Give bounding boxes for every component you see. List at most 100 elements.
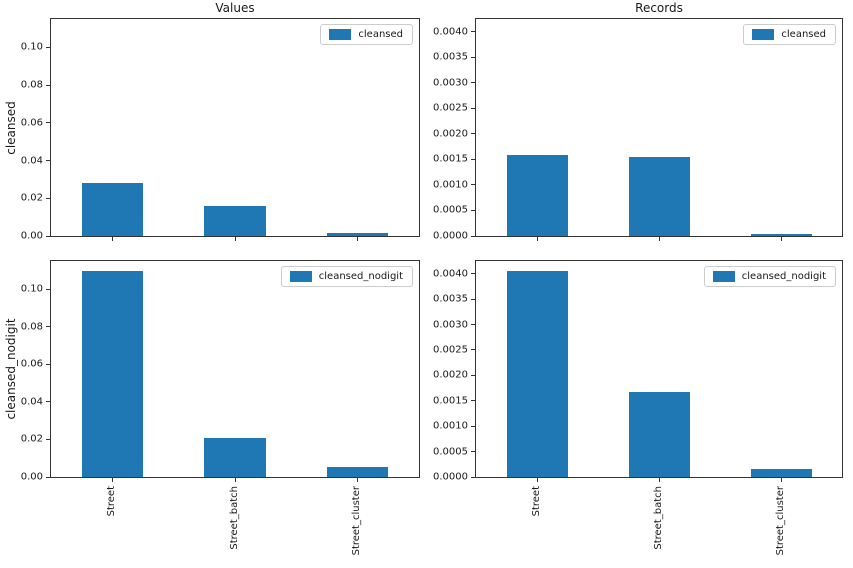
y-tick-label: 0.04: [20, 396, 43, 408]
x-tick-label: Street_cluster: [774, 486, 786, 556]
y-tick-mark: [46, 288, 50, 290]
y-tick-mark: [46, 160, 50, 162]
x-tick-label: Street: [105, 486, 117, 517]
subplot-values-cleansed-nodigit: cleansed_nodigit cleansed_nodigit 0.00 0.…: [4, 260, 420, 555]
bar-street: [81, 183, 143, 236]
subplot-title: Records: [635, 1, 683, 15]
y-tick-mark: [46, 476, 50, 478]
y-tick-label: 0.06: [20, 117, 43, 129]
x-tick-mark: [234, 237, 236, 241]
y-tick-mark: [471, 184, 475, 186]
subplot-records-cleansed: Records cleansed 0.0000 0.0005 0.0010 0.001…: [433, 1, 843, 242]
legend-swatch: [752, 29, 775, 40]
bar-street: [81, 271, 143, 477]
y-tick-mark: [46, 46, 50, 48]
x-tick-mark: [357, 478, 359, 482]
y-tick-mark: [471, 476, 475, 478]
y-tick-label: 0.0020: [433, 128, 468, 140]
bar-street_cluster: [750, 233, 812, 236]
y-tick-mark: [46, 326, 50, 328]
x-tick-mark: [111, 237, 113, 241]
y-tick-label: 0.00: [20, 471, 43, 483]
legend: cleansed: [320, 24, 413, 45]
bar-street_cluster: [750, 469, 812, 477]
x-tick-mark: [780, 237, 782, 241]
y-tick-mark: [471, 56, 475, 58]
y-tick-mark: [46, 363, 50, 365]
x-tick-mark: [234, 478, 236, 482]
y-tick-label: 0.08: [20, 79, 43, 91]
y-tick-label: 0.0040: [433, 268, 468, 280]
y-tick-mark: [471, 235, 475, 237]
bar-street_cluster: [327, 232, 389, 236]
y-tick-mark: [471, 298, 475, 300]
legend: cleansed_nodigit: [280, 266, 413, 287]
y-tick-mark: [471, 425, 475, 427]
x-tick-mark: [357, 237, 359, 241]
legend-swatch: [329, 29, 352, 40]
x-tick-mark: [111, 478, 113, 482]
y-tick-label: 0.0010: [433, 420, 468, 432]
subplot-title: Values: [215, 1, 255, 15]
legend-label: cleansed: [358, 29, 403, 40]
y-tick-label: 0.0035: [433, 293, 468, 305]
y-tick-mark: [471, 133, 475, 135]
y-tick-mark: [471, 451, 475, 453]
y-tick-mark: [46, 84, 50, 86]
y-tick-mark: [471, 349, 475, 351]
legend-label: cleansed_nodigit: [318, 271, 403, 282]
x-tick-mark: [536, 478, 538, 482]
legend-label: cleansed_nodigit: [741, 271, 826, 282]
y-tick-label: 0.02: [20, 192, 43, 204]
y-tick-label: 0.0025: [433, 102, 468, 114]
y-tick-mark: [471, 324, 475, 326]
bar-street_batch: [628, 391, 690, 477]
y-tick-label: 0.00: [20, 230, 43, 242]
y-tick-mark: [471, 400, 475, 402]
legend-label: cleansed: [781, 29, 826, 40]
x-tick-mark: [658, 237, 660, 241]
y-axis-label: cleansed: [4, 100, 18, 155]
y-tick-label: 0.0025: [433, 344, 468, 356]
y-tick-label: 0.0005: [433, 446, 468, 458]
y-tick-mark: [471, 158, 475, 160]
legend: cleansed: [743, 24, 836, 45]
y-tick-label: 0.0030: [433, 77, 468, 89]
y-tick-label: 0.0020: [433, 369, 468, 381]
x-tick-mark: [536, 237, 538, 241]
y-tick-label: 0.08: [20, 321, 43, 333]
subplot-values-cleansed: Values cleansed cleansed 0.00 0.02 0.04 0.0…: [4, 1, 420, 242]
y-tick-label: 0.0040: [433, 26, 468, 38]
y-tick-label: 0.0000: [433, 471, 468, 483]
y-tick-label: 0.0005: [433, 204, 468, 216]
x-tick-label: Street_batch: [652, 486, 664, 550]
y-tick-label: 0.10: [20, 41, 43, 53]
bar-street_batch: [204, 205, 266, 236]
y-tick-mark: [46, 197, 50, 199]
y-tick-mark: [46, 438, 50, 440]
y-tick-label: 0.0015: [433, 153, 468, 165]
y-tick-label: 0.02: [20, 433, 43, 445]
y-tick-label: 0.06: [20, 358, 43, 370]
legend-swatch: [289, 271, 312, 282]
y-tick-label: 0.04: [20, 155, 43, 167]
y-tick-mark: [471, 31, 475, 33]
y-tick-mark: [471, 374, 475, 376]
bar-street_cluster: [327, 467, 389, 477]
y-tick-label: 0.0030: [433, 319, 468, 331]
bar-street_batch: [628, 156, 690, 236]
x-tick-label: Street: [530, 486, 542, 517]
y-tick-mark: [471, 82, 475, 84]
bar-street: [506, 155, 568, 236]
y-tick-mark: [46, 122, 50, 124]
y-tick-mark: [471, 209, 475, 211]
y-tick-mark: [471, 273, 475, 275]
y-tick-label: 0.0015: [433, 395, 468, 407]
legend-swatch: [712, 271, 735, 282]
y-tick-mark: [46, 401, 50, 403]
y-tick-label: 0.0035: [433, 51, 468, 63]
y-tick-label: 0.10: [20, 283, 43, 295]
x-tick-label: Street_batch: [228, 486, 240, 550]
subplot-records-cleansed-nodigit: cleansed_nodigit 0.0000 0.0005 0.0010 0.001…: [433, 260, 843, 555]
